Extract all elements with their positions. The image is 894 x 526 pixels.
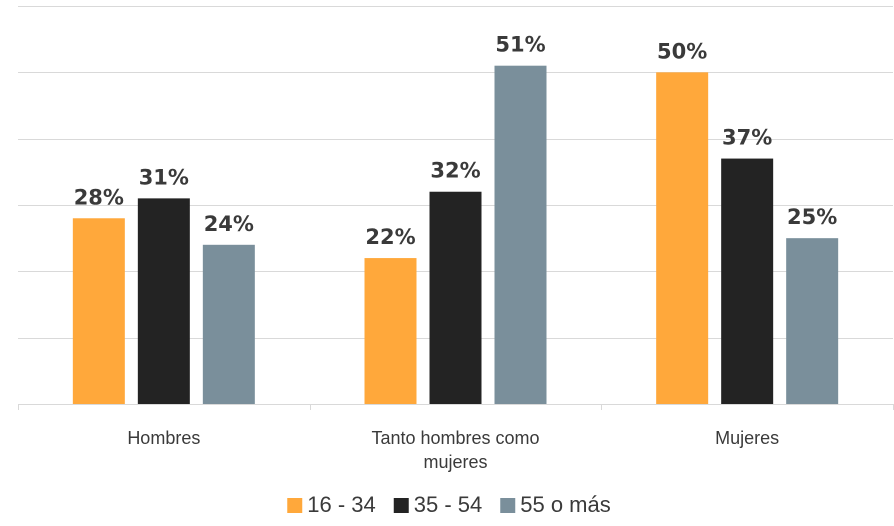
data-label: 25% — [787, 205, 837, 229]
legend-item-55-o-m-s: 55 o más — [500, 492, 611, 517]
data-labels: 28% 31% 24% 22% 32% 51% 50% 37% 25% — [74, 33, 838, 249]
legend-item-16-34: 16 - 34 — [287, 492, 376, 517]
bar-16-34-mujeres — [656, 72, 709, 404]
data-label: 31% — [139, 165, 189, 189]
legend-swatch — [393, 498, 409, 513]
data-label: 50% — [657, 39, 707, 63]
data-label: 32% — [430, 159, 480, 183]
bar-35-54-mujeres — [721, 158, 774, 404]
data-label: 22% — [365, 225, 415, 249]
legend-label: 35 - 54 — [414, 492, 483, 517]
bar-16-34-hombres — [72, 218, 125, 404]
data-label: 37% — [722, 126, 772, 150]
legend-swatch — [500, 498, 516, 513]
legend-item-35-54: 35 - 54 — [393, 492, 483, 517]
category-label: Mujeres — [715, 428, 779, 448]
bar-35-54-tanto-hombres-como-mujeres — [429, 191, 482, 404]
x-axis: Hombres Tanto hombres como mujeres Mujeres — [18, 404, 894, 472]
category-label: Tanto hombres como mujeres — [371, 428, 539, 472]
bars — [72, 65, 839, 404]
legend-swatch — [287, 498, 303, 513]
bar-55-o-m-s-tanto-hombres-como-mujeres — [494, 65, 547, 404]
data-label: 28% — [74, 185, 124, 209]
legend-label: 16 - 34 — [307, 492, 376, 517]
bar-55-o-m-s-mujeres — [786, 238, 839, 404]
data-label: 24% — [204, 212, 254, 236]
bar-35-54-hombres — [137, 198, 190, 404]
bar-16-34-tanto-hombres-como-mujeres — [364, 258, 417, 404]
category-label: Hombres — [127, 428, 200, 448]
legend-label: 55 o más — [520, 492, 611, 517]
data-label: 51% — [495, 33, 545, 57]
bar-55-o-m-s-hombres — [202, 244, 255, 404]
legend: 16 - 34 35 - 54 55 o más — [287, 492, 611, 517]
